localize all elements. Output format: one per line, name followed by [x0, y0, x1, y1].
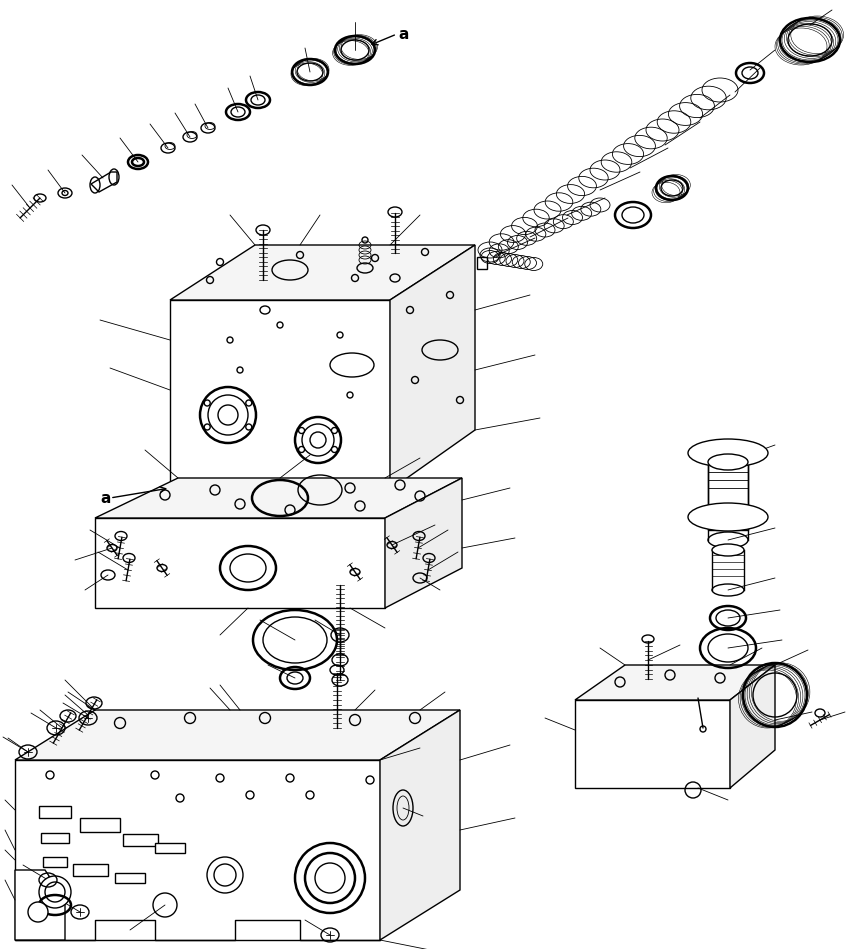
Ellipse shape — [708, 454, 748, 470]
Polygon shape — [170, 300, 390, 490]
Polygon shape — [385, 478, 462, 608]
Polygon shape — [390, 245, 475, 490]
Bar — [73, 864, 108, 876]
Polygon shape — [170, 245, 475, 300]
Ellipse shape — [712, 544, 744, 556]
Circle shape — [204, 400, 210, 406]
Bar — [43, 857, 67, 867]
Polygon shape — [15, 710, 460, 760]
Polygon shape — [91, 172, 117, 192]
Bar — [477, 257, 487, 269]
Circle shape — [331, 446, 337, 453]
Ellipse shape — [688, 439, 768, 467]
Ellipse shape — [688, 503, 768, 531]
Bar — [41, 833, 69, 843]
Bar — [39, 806, 71, 818]
Polygon shape — [95, 518, 385, 608]
Polygon shape — [575, 700, 730, 788]
Bar — [708, 448, 748, 530]
Circle shape — [204, 424, 210, 430]
Polygon shape — [95, 478, 462, 518]
Polygon shape — [730, 665, 775, 788]
Bar — [155, 843, 185, 853]
Circle shape — [298, 427, 304, 434]
Text: a: a — [398, 27, 408, 42]
Circle shape — [245, 424, 252, 430]
Circle shape — [331, 427, 337, 434]
Ellipse shape — [39, 876, 71, 908]
Polygon shape — [15, 760, 380, 940]
Polygon shape — [380, 710, 460, 940]
Bar — [80, 818, 120, 832]
Circle shape — [298, 446, 304, 453]
Circle shape — [245, 400, 252, 406]
Circle shape — [28, 902, 48, 922]
Polygon shape — [575, 665, 775, 700]
Text: a: a — [100, 491, 111, 506]
Bar — [123, 834, 158, 846]
Bar — [115, 873, 145, 883]
Polygon shape — [15, 870, 65, 940]
